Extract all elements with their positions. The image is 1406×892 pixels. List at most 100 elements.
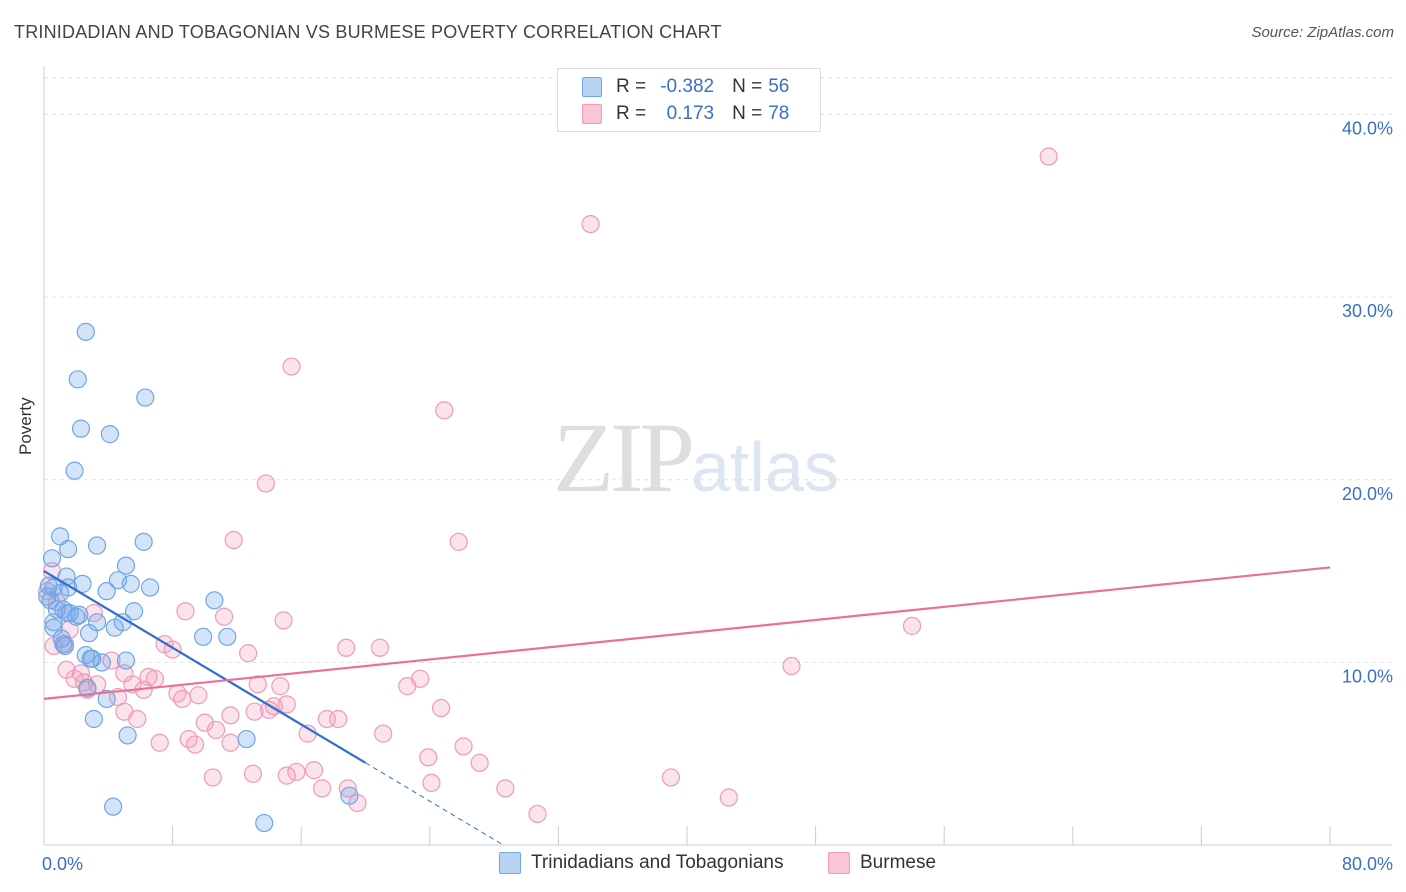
point-trinidadian xyxy=(39,576,58,595)
point-burmese xyxy=(65,669,84,688)
point-burmese xyxy=(661,768,681,787)
point-trinidadian xyxy=(42,549,62,568)
legend-swatch-blue xyxy=(582,77,602,97)
point-burmese xyxy=(128,709,147,729)
legend-n-value: 78 xyxy=(768,103,790,124)
point-burmese xyxy=(248,675,267,694)
point-burmese xyxy=(239,644,258,663)
point-burmese xyxy=(173,689,192,709)
point-burmese xyxy=(902,616,922,635)
point-trinidadian xyxy=(50,527,70,546)
point-trinidadian xyxy=(65,461,84,480)
legend-r-value: 0.173 xyxy=(666,103,715,124)
point-trinidadian xyxy=(218,627,237,646)
point-trinidadian xyxy=(104,797,123,816)
legend-n-value: 56 xyxy=(768,76,790,97)
point-burmese xyxy=(282,357,301,376)
point-trinidadian xyxy=(47,600,66,619)
legend-r-value: -0.382 xyxy=(660,76,715,97)
point-trinidadian xyxy=(78,678,97,698)
point-burmese xyxy=(274,611,293,630)
point-burmese xyxy=(221,733,240,752)
point-trinidadian xyxy=(100,425,120,444)
point-burmese xyxy=(431,698,451,718)
point-burmese xyxy=(449,532,468,551)
point-trinidadian xyxy=(136,388,155,407)
point-trinidadian xyxy=(340,786,359,805)
point-burmese xyxy=(312,779,332,798)
bottom-legend-burmese: Burmese xyxy=(828,852,936,874)
point-trinidadian xyxy=(87,536,107,555)
y-tick-label: 20.0% xyxy=(1342,484,1393,504)
legend-row-burmese: R = 0.173 N = 78 xyxy=(582,103,789,125)
point-burmese xyxy=(277,766,296,785)
point-burmese xyxy=(150,733,169,752)
watermark-zip: ZIP xyxy=(553,402,695,513)
bottom-legend-label: Trinidadians and Tobagonians xyxy=(531,852,784,873)
point-trinidadian xyxy=(84,709,103,729)
point-burmese xyxy=(782,656,801,676)
point-burmese xyxy=(338,779,357,798)
legend-n-label: N = xyxy=(732,103,763,124)
point-burmese xyxy=(189,686,208,705)
legend-r-label: R = xyxy=(616,76,647,97)
point-burmese xyxy=(581,214,600,234)
point-trinidadian xyxy=(55,636,74,656)
chart-title: TRINIDADIAN AND TOBAGONIAN VS BURMESE PO… xyxy=(14,22,722,42)
point-trinidadian xyxy=(116,651,136,670)
point-trinidadian xyxy=(134,532,153,551)
point-burmese xyxy=(206,720,226,740)
bottom-legend-swatch-blue xyxy=(499,852,521,874)
point-burmese xyxy=(221,706,240,725)
point-trinidadian xyxy=(105,618,124,637)
trendline-burmese xyxy=(43,566,1331,700)
point-trinidadian xyxy=(73,574,92,593)
watermark: ZIPatlas xyxy=(553,400,839,515)
point-trinidadian xyxy=(68,370,87,389)
point-burmese xyxy=(470,753,489,772)
point-trinidadian xyxy=(237,729,256,749)
point-burmese xyxy=(287,762,306,782)
x-tick-label-max: 80.0% xyxy=(1342,854,1393,874)
y-tick-label: 40.0% xyxy=(1342,119,1393,139)
legend-r-label: R = xyxy=(616,103,647,124)
source-label: Source: ZipAtlas.com xyxy=(1251,24,1394,41)
point-trinidadian xyxy=(70,605,89,625)
point-trinidadian xyxy=(205,591,224,610)
point-burmese xyxy=(214,607,234,626)
point-burmese xyxy=(419,748,438,767)
point-burmese xyxy=(719,788,738,807)
point-trinidadian xyxy=(59,540,78,559)
point-trinidadian xyxy=(97,689,116,709)
point-trinidadian xyxy=(118,726,137,745)
point-trinidadian xyxy=(194,627,213,646)
y-tick-label: 30.0% xyxy=(1342,301,1393,321)
point-burmese xyxy=(337,638,356,657)
point-trinidadian xyxy=(116,556,136,575)
point-burmese xyxy=(435,401,454,420)
point-burmese xyxy=(329,709,348,729)
point-burmese xyxy=(398,677,417,696)
point-trinidadian xyxy=(97,582,116,601)
point-burmese xyxy=(304,761,324,780)
point-trinidadian xyxy=(71,419,91,438)
point-trinidadian xyxy=(83,649,102,668)
point-burmese xyxy=(203,768,222,787)
correlation-legend: R = -0.382 N = 56 R = 0.173 N = 78 xyxy=(557,68,821,132)
point-trinidadian xyxy=(67,607,86,626)
point-burmese xyxy=(374,724,393,743)
point-trinidadian xyxy=(140,578,160,597)
point-trinidadian xyxy=(121,574,140,593)
legend-swatch-pink xyxy=(582,104,602,124)
point-trinidadian xyxy=(41,591,60,610)
watermark-atlas: atlas xyxy=(691,428,839,506)
point-trinidadian xyxy=(79,624,99,643)
point-trinidadian xyxy=(76,322,95,341)
point-trinidadian xyxy=(255,813,274,833)
point-burmese xyxy=(243,764,263,783)
point-burmese xyxy=(496,779,515,798)
point-burmese xyxy=(271,677,290,696)
bottom-legend-swatch-pink xyxy=(828,852,850,874)
point-burmese xyxy=(256,474,275,493)
